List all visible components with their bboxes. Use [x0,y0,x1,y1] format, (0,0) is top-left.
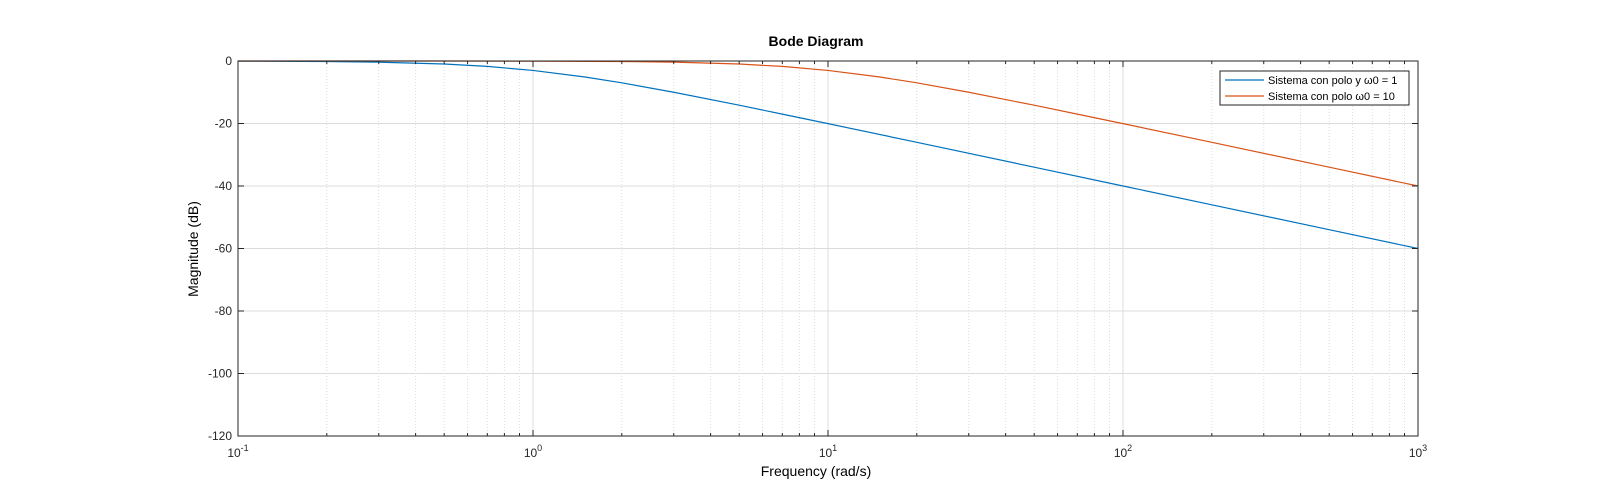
y-tick-label: -100 [208,367,232,381]
x-tick-label: 102 [1114,443,1132,460]
legend-box [1219,70,1410,106]
legend-label-1: Sistema con polo y ω0 = 1 [1268,75,1397,87]
y-tick-label: -120 [208,429,232,443]
y-tick-label: -20 [215,117,233,131]
chart-title: Bode Diagram [769,33,864,49]
x-tick-label: 103 [1409,443,1427,460]
legend-label-2: Sistema con polo ω0 = 10 [1268,91,1395,103]
series-line-1 [237,60,1419,250]
grid [237,60,1419,437]
y-tick-label: -60 [215,242,233,256]
x-tick-label: 100 [524,443,542,460]
x-tick-label: 10-1 [227,443,248,460]
y-tick-label: -80 [215,304,233,318]
legend[interactable]: Sistema con polo y ω0 = 1 Sistema con pol… [1219,70,1410,106]
y-tick-label: 0 [225,54,232,68]
y-axis-label: Magnitude (dB) [185,201,201,297]
x-tick-label: 101 [819,443,837,460]
x-axis-label: Frequency (rad/s) [761,463,871,479]
y-tick-label: -40 [215,179,233,193]
